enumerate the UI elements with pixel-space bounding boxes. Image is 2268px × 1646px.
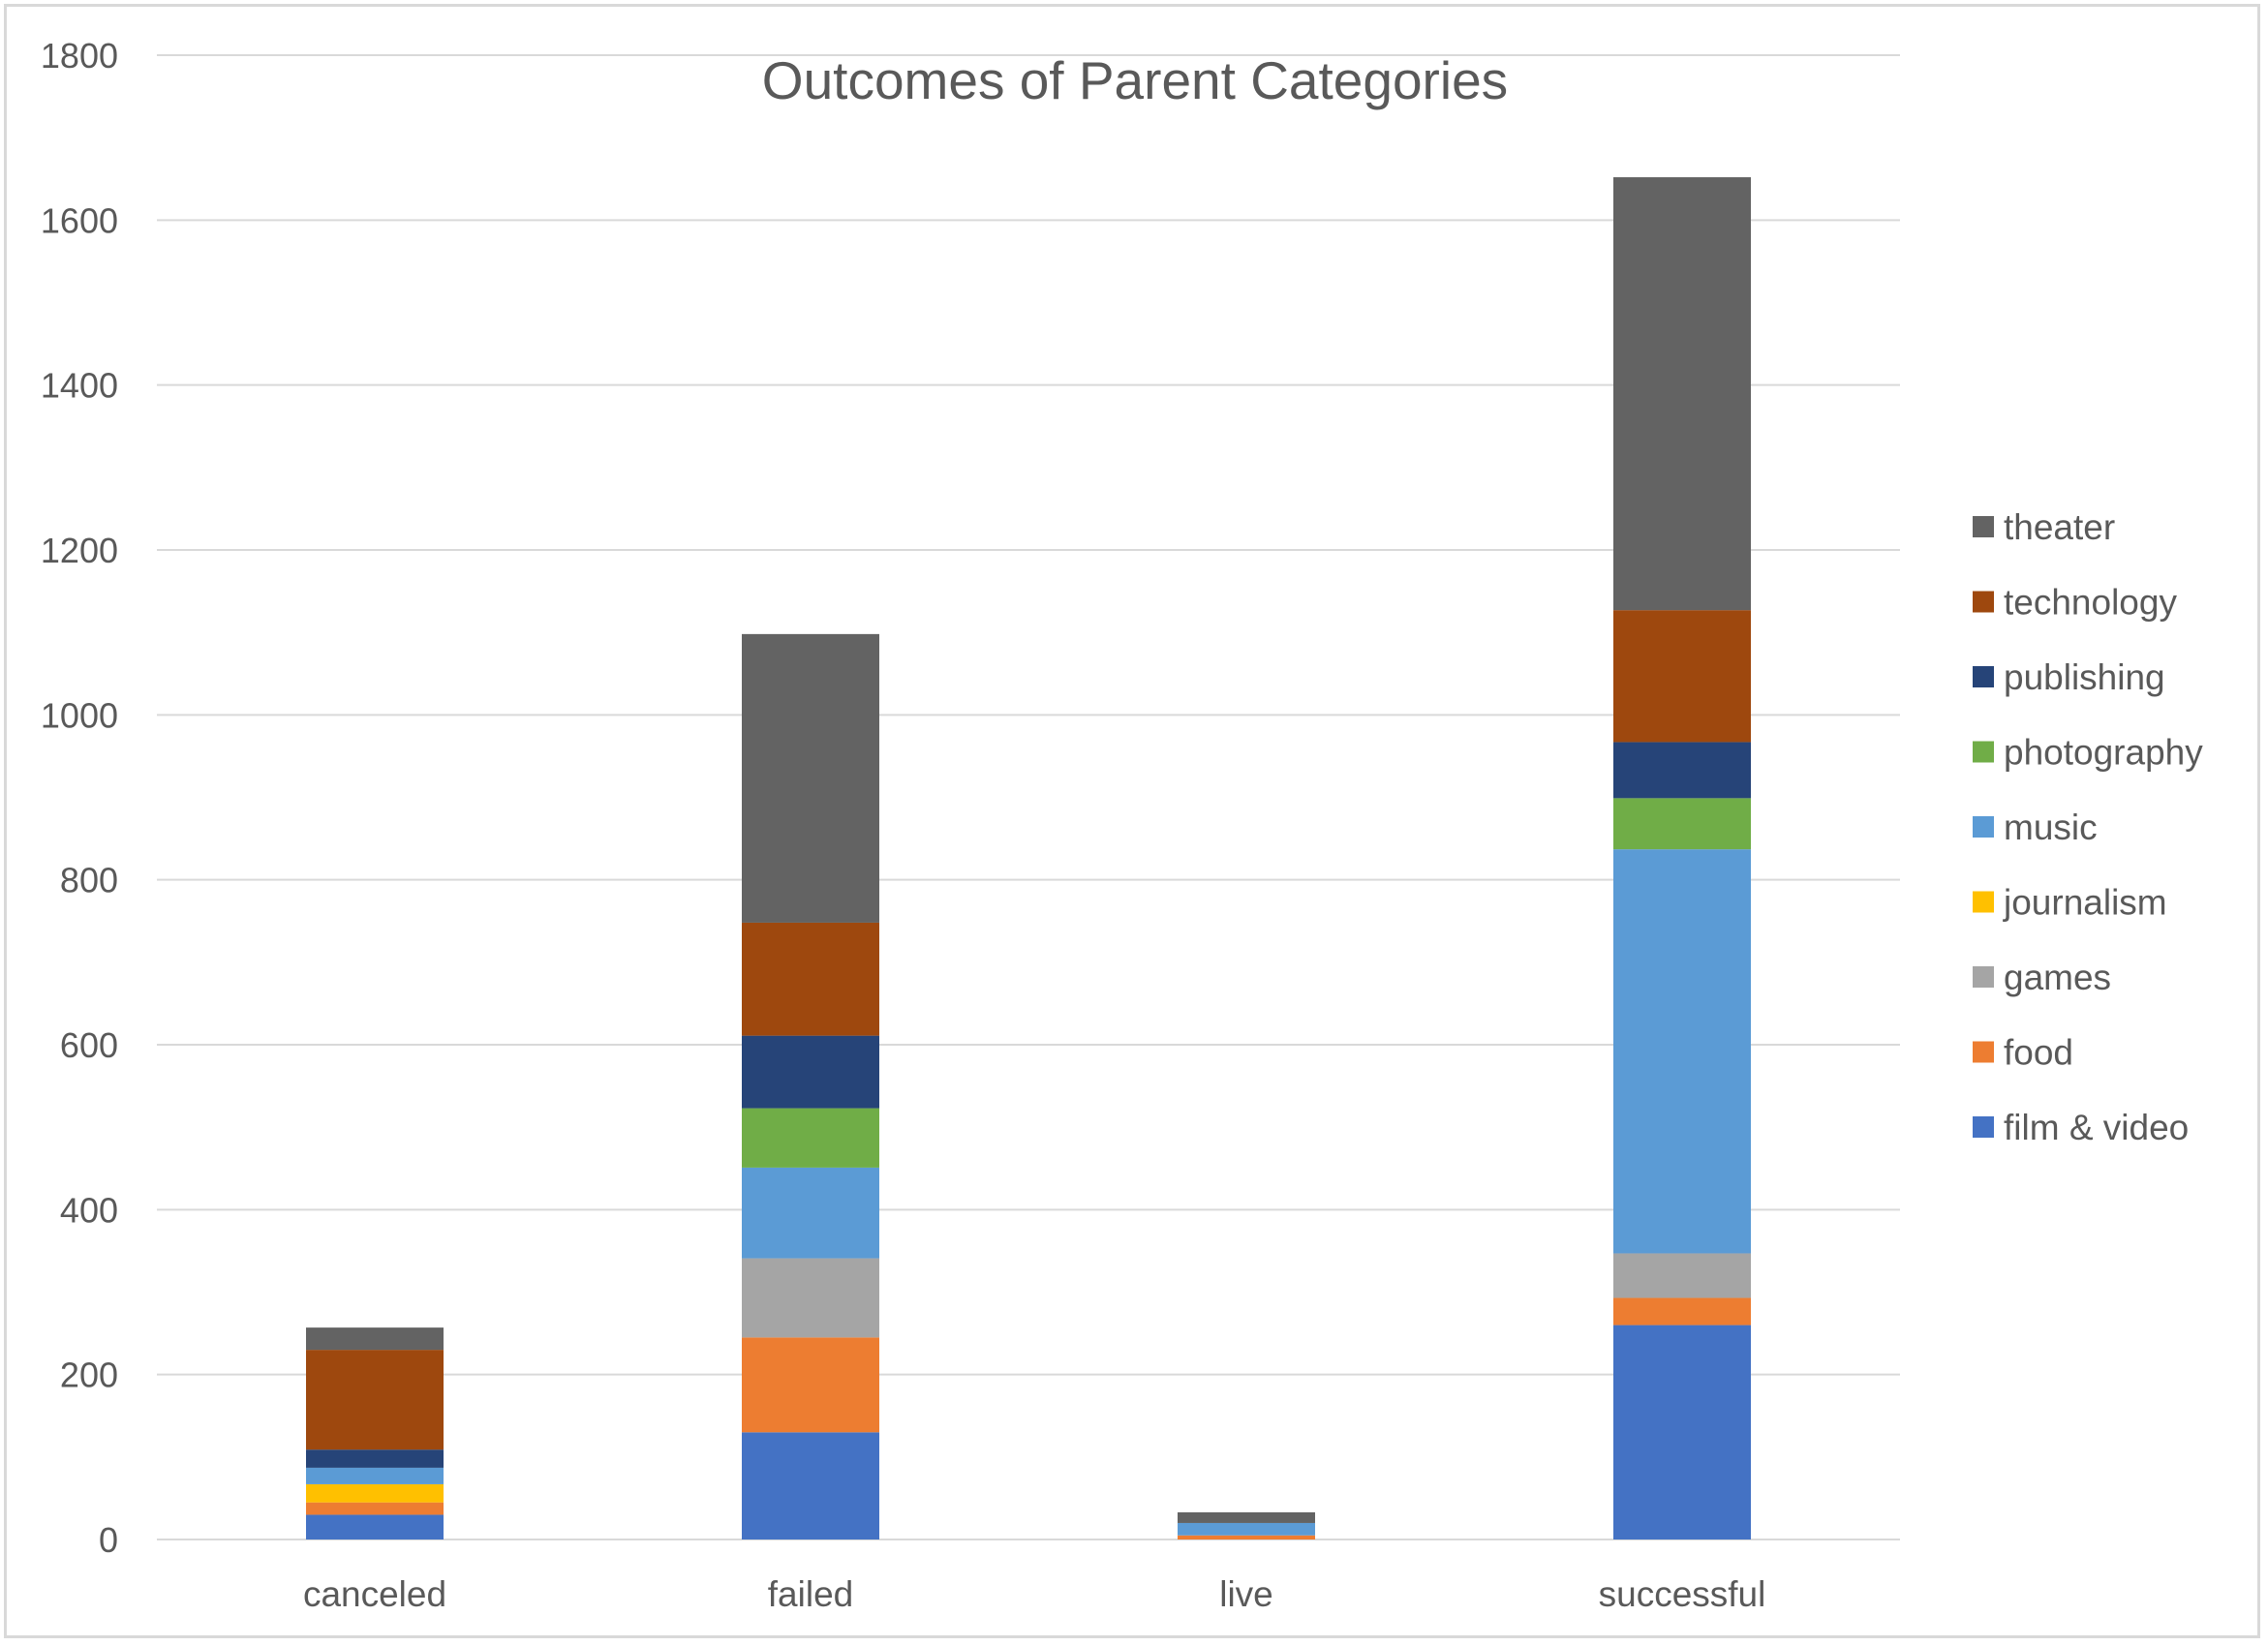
legend-label: photography	[2004, 733, 2203, 773]
y-tick-label: 400	[60, 1190, 118, 1230]
bar-segment-failed-publishing	[742, 1035, 879, 1109]
bar-segment-failed-games	[742, 1258, 879, 1338]
legend-item-photography: photography	[1973, 733, 2203, 773]
chart-frame: 0 200 400 600 800 1000 1200 1400 1600 1800 cancel…	[4, 4, 2260, 1638]
y-tick-label: 1600	[41, 200, 118, 240]
legend-label: theater	[2004, 507, 2115, 547]
y-tick-label: 200	[60, 1356, 118, 1395]
y-tick-label: 1800	[41, 36, 118, 76]
legend-item-film-video: film & video	[1973, 1108, 2189, 1147]
bar-segment-canceled-music	[306, 1467, 444, 1484]
y-axis-ticks: 0 200 400 600 800 1000 1200 1400 1600 1800	[41, 36, 118, 1560]
bar-segment-failed-food	[742, 1337, 879, 1433]
legend-swatch	[1973, 966, 1994, 988]
bar-segment-canceled-food	[306, 1502, 444, 1515]
legend-label: food	[2004, 1033, 2073, 1073]
bar-segment-failed-theater	[742, 633, 879, 923]
legend-item-games: games	[1973, 958, 2111, 997]
chart-title: Outcomes of Parent Categories	[762, 50, 1508, 110]
legend-label: technology	[2004, 583, 2177, 623]
bar-segment-successful-theater	[1613, 177, 1751, 611]
bar-segment-successful-technology	[1613, 610, 1751, 743]
bar-segment-canceled-technology	[306, 1350, 444, 1450]
bar-segment-successful-music	[1613, 849, 1751, 1254]
legend-item-music: music	[1973, 808, 2098, 847]
y-tick-label: 1400	[41, 366, 118, 406]
legend-swatch	[1973, 516, 1994, 537]
bar-segment-successful-publishing	[1613, 742, 1751, 799]
legend-swatch	[1973, 816, 1994, 838]
legend-label: publishing	[2004, 657, 2165, 697]
x-category-label: failed	[768, 1574, 853, 1614]
legend-swatch	[1973, 891, 1994, 913]
bar-segment-live-food	[1178, 1535, 1315, 1539]
legend-label: games	[2004, 958, 2111, 997]
legend-swatch	[1973, 591, 1994, 613]
legend-label: journalism	[2003, 883, 2167, 923]
legend: theater technology publishing photography mu…	[1973, 507, 2203, 1147]
legend-swatch	[1973, 1041, 1994, 1063]
x-category-label: successful	[1599, 1574, 1766, 1614]
y-tick-label: 600	[60, 1025, 118, 1065]
bar-segment-failed-music	[742, 1167, 879, 1259]
legend-item-journalism: journalism	[1973, 883, 2167, 923]
legend-swatch	[1973, 1116, 1994, 1138]
bar-segment-successful-photography	[1613, 798, 1751, 850]
y-tick-label: 1200	[41, 531, 118, 570]
legend-item-food: food	[1973, 1033, 2073, 1073]
bar-segment-failed-photography	[742, 1108, 879, 1168]
legend-label: music	[2004, 808, 2098, 847]
bar-segment-canceled-publishing	[306, 1449, 444, 1468]
legend-label: film & video	[2004, 1108, 2189, 1147]
stacked-bar-chart: 0 200 400 600 800 1000 1200 1400 1600 1800 cancel…	[41, 36, 2203, 1614]
y-tick-label: 0	[99, 1520, 118, 1560]
bar-segment-live-music	[1178, 1522, 1315, 1536]
y-tick-label: 1000	[41, 695, 118, 735]
bar-segment-failed-technology	[742, 922, 879, 1036]
legend-swatch	[1973, 741, 1994, 763]
bar-segment-successful-food	[1613, 1297, 1751, 1326]
legend-swatch	[1973, 666, 1994, 687]
x-category-label: live	[1219, 1574, 1273, 1614]
bars	[306, 177, 1751, 1539]
bar-segment-live-theater	[1178, 1511, 1315, 1523]
bar-segment-canceled-theater	[306, 1327, 444, 1351]
gridlines	[157, 54, 1900, 1540]
legend-item-publishing: publishing	[1973, 657, 2165, 697]
y-tick-label: 800	[60, 861, 118, 900]
bar-segment-successful-games	[1613, 1253, 1751, 1298]
bar-segment-failed-film-video	[742, 1432, 879, 1539]
bar-segment-successful-film-video	[1613, 1325, 1751, 1539]
x-axis-categories: canceled failed live successful	[303, 1574, 1765, 1614]
bar-segment-canceled-film-video	[306, 1514, 444, 1539]
bar-segment-canceled-journalism	[306, 1483, 444, 1503]
legend-item-technology: technology	[1973, 583, 2177, 623]
legend-item-theater: theater	[1973, 507, 2115, 547]
x-category-label: canceled	[303, 1574, 446, 1614]
